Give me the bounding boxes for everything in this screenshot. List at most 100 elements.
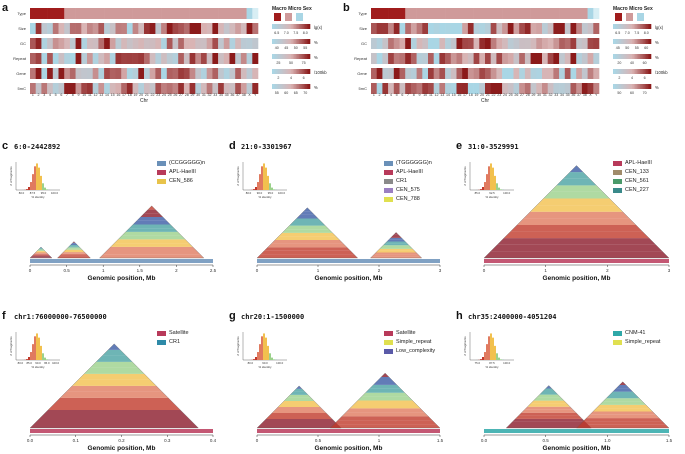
heat-cell <box>524 68 531 79</box>
identity-band <box>129 224 175 229</box>
histogram-bar <box>480 189 482 190</box>
heat-cell <box>195 68 202 79</box>
heat-cell <box>439 38 446 49</box>
scale-gradient <box>616 69 619 74</box>
heat-cell <box>161 8 168 19</box>
scale-gradient <box>303 84 306 89</box>
scale-gradient <box>649 69 652 74</box>
chr-tick-label: 32 <box>208 93 212 97</box>
heat-cell <box>467 38 474 49</box>
scale-gradient <box>275 54 278 59</box>
scale-gradient <box>283 84 285 89</box>
x-axis-label: Chr <box>140 98 148 104</box>
heat-cell <box>439 83 446 94</box>
scale-gradient <box>632 69 634 74</box>
scale-gradient <box>297 54 300 59</box>
heat-cell <box>172 83 179 94</box>
scale-tick-label: 45 <box>616 46 620 50</box>
heat-cell <box>439 53 446 64</box>
panel-label: g <box>229 310 236 322</box>
scale-gradient <box>289 54 292 59</box>
heat-cell <box>69 8 76 19</box>
heat-cell <box>52 38 59 49</box>
histogram-bar <box>269 183 271 190</box>
heat-cell <box>41 83 48 94</box>
heat-cell <box>410 38 417 49</box>
triangle-outline <box>256 385 342 429</box>
heat-cell <box>149 8 156 19</box>
legend: Satellite CR1 <box>157 330 189 345</box>
identity-band <box>72 379 157 386</box>
scale-gradient <box>619 69 622 74</box>
scale-gradient <box>641 24 644 29</box>
legend-item: (TGGGGGG)n <box>384 160 432 166</box>
legend-swatch <box>384 160 393 166</box>
scale-gradient <box>644 54 647 59</box>
scale-gradient <box>298 24 301 29</box>
heat-cell <box>149 68 156 79</box>
scale-gradient <box>300 39 303 44</box>
heat-cell <box>530 53 537 64</box>
chr-tick-label: 17 <box>122 93 126 97</box>
heat-cell <box>229 68 236 79</box>
heat-cell <box>206 38 213 49</box>
heat-cell <box>467 23 474 34</box>
heat-cell <box>462 8 469 19</box>
heat-cell <box>69 68 76 79</box>
identity-band <box>71 242 77 244</box>
scale-gradient <box>292 39 295 44</box>
heat-cell <box>399 8 406 19</box>
triangle-outline <box>576 381 670 429</box>
scale-gradient <box>624 84 626 89</box>
heat-cell <box>376 38 383 49</box>
heat-cell <box>155 23 162 34</box>
legend-swatch <box>384 339 393 345</box>
scale-gradient <box>633 24 636 29</box>
heat-cell <box>456 83 463 94</box>
identity-band <box>60 391 169 398</box>
heat-cell <box>513 23 520 34</box>
type-swatch <box>615 13 622 21</box>
identity-band <box>357 396 413 401</box>
identity-band <box>394 232 398 235</box>
heat-cell <box>496 8 503 19</box>
histogram-x-label: % identity <box>258 365 272 369</box>
heat-cell <box>547 23 554 34</box>
identity-band <box>589 411 656 415</box>
heat-cell <box>235 68 242 79</box>
heat-cell <box>138 68 145 79</box>
identity-band <box>285 225 329 230</box>
row-label: Size <box>359 26 367 31</box>
heat-cell <box>69 53 76 64</box>
heat-cell <box>388 83 395 94</box>
scale-gradient <box>620 54 623 59</box>
scale-gradient <box>614 39 617 44</box>
heat-cell <box>462 83 469 94</box>
chr-tick-label: 8 <box>72 93 74 97</box>
identity-band <box>515 415 583 419</box>
heat-cell <box>212 53 219 64</box>
identity-band <box>257 254 358 258</box>
scale-gradient <box>636 69 639 74</box>
heat-cell <box>69 38 76 49</box>
heat-cell <box>87 53 93 64</box>
scale-gradient <box>619 24 622 29</box>
histogram-tick-label: 100.0 <box>51 191 58 195</box>
x-tick-label: 0.4 <box>210 438 217 443</box>
scale-gradient <box>281 54 284 59</box>
heat-cell <box>75 83 82 94</box>
identity-band <box>296 214 319 219</box>
heat-cell <box>467 83 474 94</box>
scale-gradient <box>635 39 638 44</box>
heat-cell <box>87 68 93 79</box>
heat-cell <box>64 38 71 49</box>
heat-cell <box>382 83 389 94</box>
histogram-bar <box>42 353 44 360</box>
legend-item: Satellite <box>384 330 435 336</box>
heat-cell <box>581 8 588 19</box>
heat-cell <box>115 83 122 94</box>
heat-cell <box>593 68 600 79</box>
heat-cell <box>564 23 571 34</box>
heat-cell <box>519 68 526 79</box>
heat-cell <box>405 53 412 64</box>
